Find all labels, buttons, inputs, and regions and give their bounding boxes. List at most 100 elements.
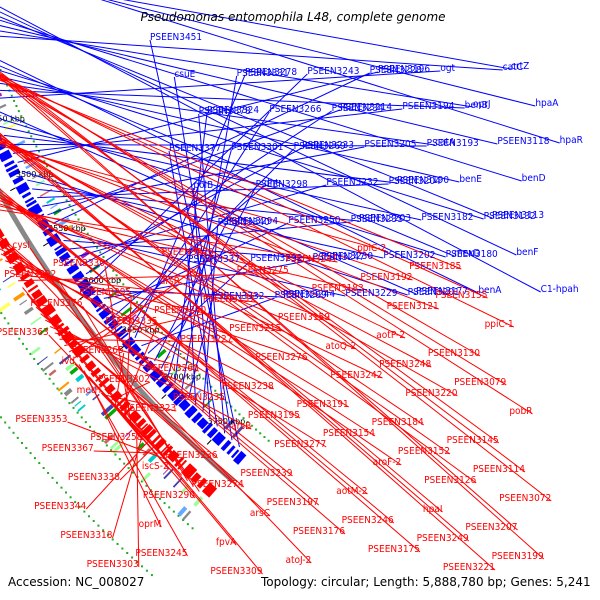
accession-text: Accession: NC_008027 (8, 575, 144, 589)
gc-dot (17, 110, 20, 113)
gene-label: pobR (509, 406, 532, 417)
gene-feature (74, 400, 82, 407)
gene-label: atoQ-2 (325, 341, 356, 352)
label-leader-line (0, 19, 522, 182)
gc-dot (15, 104, 18, 107)
gc-dot (21, 342, 24, 345)
gc-dot (51, 476, 54, 479)
gc-dot (80, 223, 83, 226)
label-leader-line (122, 0, 512, 70)
gc-dot (154, 493, 157, 496)
gene-label: PSEEN3201 (408, 287, 460, 298)
gc-dot (83, 510, 86, 513)
gene-feature (100, 404, 114, 417)
kbp-tick-label: 3650 kbp (122, 325, 160, 334)
gene-feature (141, 472, 151, 483)
gene-feature (35, 295, 49, 308)
gene-label: PSEEN3202 (383, 250, 435, 261)
gene-feature (13, 139, 26, 148)
gene-label: PSEEN3203 (359, 213, 411, 224)
label-leader-line (0, 25, 498, 145)
gene-feature (104, 407, 117, 420)
kbp-tick-label: 3750 kbp (208, 417, 246, 426)
gene-feature (232, 450, 247, 465)
label-leader-line (22, 170, 408, 296)
gene-feature (30, 346, 41, 356)
gc-dot (132, 296, 135, 299)
gene-label: PSEEN3301 (231, 142, 283, 153)
gene-label: PSEEN3250 (288, 215, 340, 226)
gc-dot (145, 484, 148, 487)
label-leader-line (0, 73, 533, 415)
gc-dot (123, 462, 126, 465)
gene-feature (23, 306, 34, 315)
gene-label: PSEEN3184 (372, 417, 424, 428)
gene-label: PSEEN3292 (250, 253, 302, 264)
gene-label: PSEEN3199 (492, 551, 544, 562)
gc-dot (0, 416, 3, 419)
gc-dot (150, 574, 153, 577)
label-leader-line (0, 139, 425, 426)
kbp-tick (43, 242, 49, 247)
label-leader-line (45, 319, 252, 430)
gene-label: PSEEN3190 (397, 175, 449, 186)
gene-label: csuE (174, 69, 195, 80)
gc-dot (32, 140, 35, 143)
gc-dot (96, 246, 99, 249)
gene-label: PSEEN3194 (402, 101, 454, 112)
gc-dot (136, 560, 139, 563)
gene-feature (0, 103, 7, 109)
gene-label: PSEEN3244 (283, 289, 335, 300)
gene-feature (135, 417, 147, 429)
gc-dot (102, 529, 105, 532)
label-leader-line (154, 223, 227, 362)
gc-dot (64, 397, 67, 400)
label-leader-line (42, 146, 365, 207)
gc-dot (83, 227, 86, 230)
gene-label: PSEEN3290 (143, 490, 195, 501)
gene-feature (211, 431, 226, 447)
gc-dot (99, 251, 102, 254)
gene-feature (162, 468, 170, 475)
gc-dot (22, 120, 25, 123)
gc-dot (33, 357, 36, 360)
gene-feature (118, 332, 129, 342)
label-leader-line (0, 142, 413, 281)
label-leader-line (0, 6, 541, 293)
gene-feature (190, 472, 202, 484)
gene-label: PSEEN3367 (42, 443, 94, 454)
gene-label: PSEEN3302 (98, 374, 150, 385)
gc-dot (88, 425, 91, 428)
gene-label: PSEEN3182 (421, 212, 473, 223)
gc-dot (62, 194, 65, 197)
gene-feature (177, 459, 187, 470)
gc-dot (214, 389, 217, 392)
gc-dot (18, 337, 21, 340)
gene-label: benA (478, 285, 502, 296)
gene-label: benD (522, 173, 546, 184)
gene-feature (167, 387, 182, 402)
gene-feature (196, 417, 209, 430)
gene-label: PSEEN3185 (409, 261, 461, 272)
gene-label: PSEEN3303 (87, 559, 139, 570)
gene-label: PSEEN3242 (330, 370, 382, 381)
gc-dot (35, 145, 38, 148)
gene-feature (201, 482, 218, 498)
reverse-gene-labels: cysIPSEEN3392PSEEN3376PSEEN3363ivdmetHPS… (0, 240, 551, 577)
gc-dot (37, 150, 40, 153)
gc-dot (131, 556, 134, 559)
label-leader-line (0, 79, 462, 270)
gene-label: PSEEN3270 (162, 247, 214, 258)
gc-dot (84, 421, 87, 424)
gc-dot (191, 527, 194, 530)
gene-feature (147, 453, 158, 463)
gene-feature (30, 316, 42, 326)
gene-label: PSEEN3238 (222, 381, 274, 392)
gene-feature (201, 422, 214, 434)
gc-dot (13, 99, 16, 102)
label-leader-line (0, 16, 493, 219)
gene-label: cysI (12, 240, 30, 251)
gc-dot (40, 367, 43, 370)
gene-feature (21, 191, 32, 199)
gene-feature (141, 424, 154, 436)
